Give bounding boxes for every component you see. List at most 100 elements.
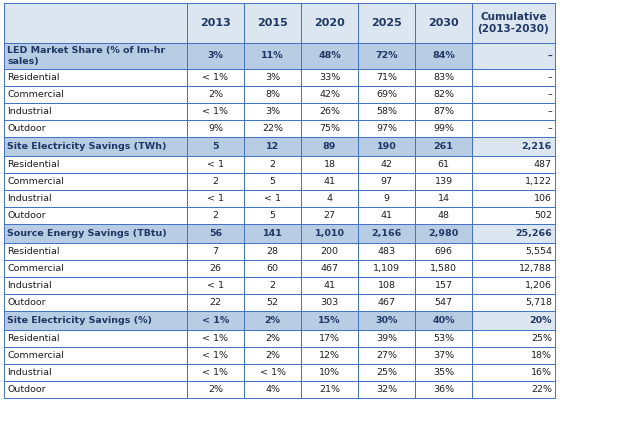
Text: 4: 4 bbox=[327, 194, 332, 203]
Text: Commercial: Commercial bbox=[7, 90, 64, 99]
Text: 20%: 20% bbox=[529, 316, 552, 325]
Text: 89: 89 bbox=[323, 142, 336, 151]
Text: 2,216: 2,216 bbox=[522, 142, 552, 151]
Text: 1,206: 1,206 bbox=[525, 281, 552, 290]
Bar bbox=[472, 224, 555, 243]
Text: 41: 41 bbox=[323, 281, 335, 290]
Bar bbox=[187, 347, 244, 364]
Text: 26: 26 bbox=[210, 264, 222, 273]
Bar bbox=[244, 347, 301, 364]
Text: Residential: Residential bbox=[7, 334, 60, 343]
Text: 42: 42 bbox=[381, 160, 392, 169]
Text: 11%: 11% bbox=[261, 51, 284, 60]
Text: 2: 2 bbox=[212, 177, 219, 186]
Bar bbox=[472, 311, 555, 330]
Bar bbox=[358, 260, 415, 277]
Text: 1,580: 1,580 bbox=[430, 264, 457, 273]
Text: Outdoor: Outdoor bbox=[7, 211, 46, 220]
Text: 32%: 32% bbox=[376, 385, 397, 394]
Bar bbox=[358, 277, 415, 294]
Bar bbox=[187, 311, 244, 330]
Text: 2: 2 bbox=[269, 160, 276, 169]
Bar bbox=[301, 347, 358, 364]
Bar bbox=[244, 156, 301, 173]
Bar bbox=[4, 156, 187, 173]
Bar bbox=[244, 330, 301, 347]
Text: 97%: 97% bbox=[376, 124, 397, 133]
Bar bbox=[4, 243, 187, 260]
Bar bbox=[4, 173, 187, 190]
Text: 35%: 35% bbox=[433, 368, 454, 377]
Bar bbox=[358, 120, 415, 137]
Bar bbox=[244, 120, 301, 137]
Bar bbox=[187, 43, 244, 69]
Bar bbox=[472, 260, 555, 277]
Bar bbox=[301, 103, 358, 120]
Text: Commercial: Commercial bbox=[7, 264, 64, 273]
Text: Industrial: Industrial bbox=[7, 368, 51, 377]
Text: 21%: 21% bbox=[319, 385, 340, 394]
Text: 2: 2 bbox=[212, 211, 219, 220]
Text: 87%: 87% bbox=[433, 107, 454, 116]
Bar bbox=[415, 69, 472, 86]
Text: 2,980: 2,980 bbox=[428, 229, 458, 238]
Text: < 1%: < 1% bbox=[202, 316, 229, 325]
Bar bbox=[472, 364, 555, 381]
Bar bbox=[415, 277, 472, 294]
Text: 12: 12 bbox=[266, 142, 279, 151]
Text: 483: 483 bbox=[377, 247, 396, 256]
Bar bbox=[187, 69, 244, 86]
Text: 8%: 8% bbox=[265, 90, 280, 99]
Text: 2%: 2% bbox=[208, 385, 223, 394]
Bar bbox=[301, 224, 358, 243]
Text: 56: 56 bbox=[209, 229, 222, 238]
Bar bbox=[244, 311, 301, 330]
Bar bbox=[187, 120, 244, 137]
Text: Residential: Residential bbox=[7, 160, 60, 169]
Bar bbox=[4, 86, 187, 103]
Bar bbox=[358, 173, 415, 190]
Text: Outdoor: Outdoor bbox=[7, 124, 46, 133]
Text: Cumulative
(2013-2030): Cumulative (2013-2030) bbox=[478, 12, 550, 34]
Text: 17%: 17% bbox=[319, 334, 340, 343]
Text: 2%: 2% bbox=[208, 90, 223, 99]
Bar bbox=[244, 207, 301, 224]
Text: Site Electricity Savings (%): Site Electricity Savings (%) bbox=[7, 316, 152, 325]
Text: 200: 200 bbox=[320, 247, 338, 256]
Text: 3%: 3% bbox=[208, 51, 224, 60]
Bar bbox=[187, 190, 244, 207]
Text: 2013: 2013 bbox=[200, 18, 231, 28]
Bar bbox=[358, 347, 415, 364]
Bar bbox=[187, 3, 244, 43]
Bar bbox=[415, 330, 472, 347]
Text: 12%: 12% bbox=[319, 351, 340, 360]
Bar bbox=[301, 69, 358, 86]
Text: 37%: 37% bbox=[433, 351, 454, 360]
Text: < 1: < 1 bbox=[207, 281, 224, 290]
Text: 106: 106 bbox=[534, 194, 552, 203]
Bar bbox=[301, 243, 358, 260]
Text: 41: 41 bbox=[323, 177, 335, 186]
Text: Residential: Residential bbox=[7, 247, 60, 256]
Bar bbox=[187, 364, 244, 381]
Text: 5: 5 bbox=[269, 211, 276, 220]
Bar bbox=[187, 224, 244, 243]
Bar bbox=[415, 86, 472, 103]
Text: 487: 487 bbox=[534, 160, 552, 169]
Bar bbox=[187, 86, 244, 103]
Text: 61: 61 bbox=[438, 160, 450, 169]
Text: 2,166: 2,166 bbox=[371, 229, 402, 238]
Bar bbox=[244, 103, 301, 120]
Bar bbox=[187, 103, 244, 120]
Text: 25%: 25% bbox=[531, 334, 552, 343]
Bar bbox=[472, 347, 555, 364]
Text: 14: 14 bbox=[438, 194, 450, 203]
Bar bbox=[358, 243, 415, 260]
Text: 25,266: 25,266 bbox=[515, 229, 552, 238]
Text: Industrial: Industrial bbox=[7, 194, 51, 203]
Bar bbox=[415, 3, 472, 43]
Bar bbox=[472, 3, 555, 43]
Text: 12,788: 12,788 bbox=[519, 264, 552, 273]
Text: < 1: < 1 bbox=[264, 194, 281, 203]
Text: 2%: 2% bbox=[265, 334, 280, 343]
